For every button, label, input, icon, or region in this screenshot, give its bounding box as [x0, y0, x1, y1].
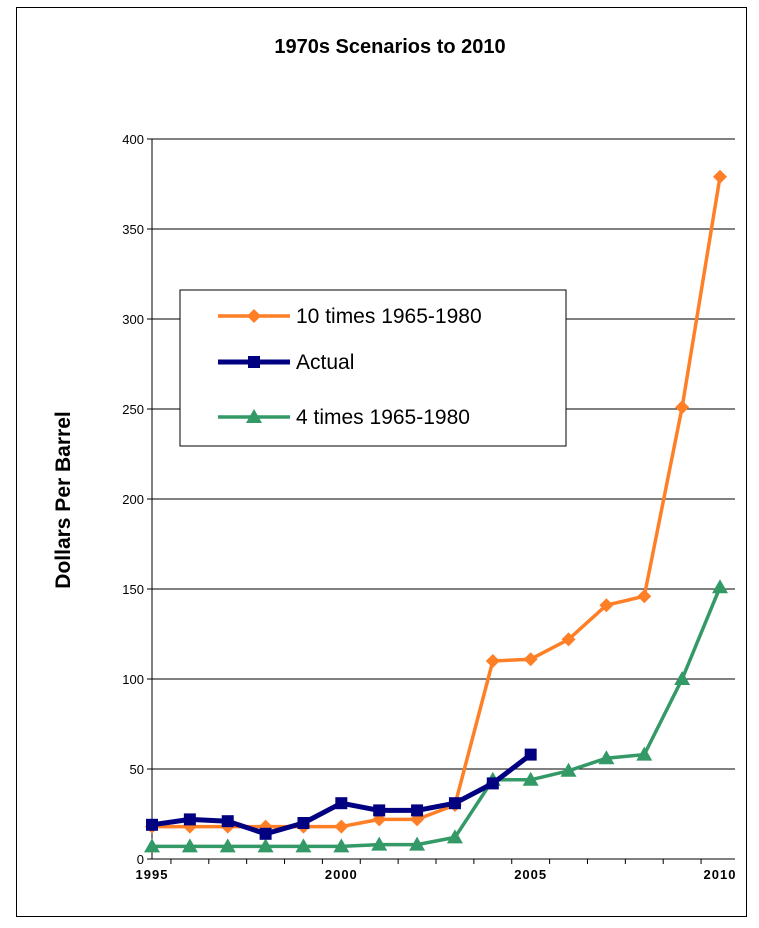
data-point [713, 169, 727, 184]
x-tick-label-2010: 2010 [704, 867, 737, 882]
data-point [636, 746, 653, 761]
x-tick-label-1995: 1995 [136, 867, 169, 882]
data-point [334, 819, 349, 834]
data-point [373, 804, 386, 817]
chart-title: 1970s Scenarios to 2010 [274, 36, 505, 58]
data-point [411, 804, 424, 817]
legend-item: 4 times 1965-1980 [218, 406, 470, 429]
legend-marker [246, 409, 262, 423]
data-point [712, 579, 728, 594]
x-tick-label-2005: 2005 [514, 867, 547, 882]
data-point [371, 836, 388, 851]
data-point [522, 771, 539, 786]
legend-label: 10 times 1965-1980 [296, 305, 482, 328]
data-point [183, 813, 196, 826]
y-tick-label-200: 200 [122, 492, 144, 507]
data-point [295, 838, 312, 853]
y-tick-label-350: 350 [122, 222, 144, 237]
series-line [152, 176, 722, 829]
y-tick-label-100: 100 [122, 672, 144, 687]
legend-marker [247, 309, 261, 323]
data-point [524, 748, 537, 761]
data-point [675, 400, 690, 415]
data-point [257, 838, 274, 853]
data-point [146, 818, 158, 831]
x-tick-label-2000: 2000 [325, 867, 358, 882]
legend-label: Actual [296, 351, 354, 374]
series-layer [144, 169, 728, 853]
data-point [446, 829, 463, 844]
data-point [219, 838, 236, 853]
legend-marker [248, 356, 260, 368]
y-tick-label-150: 150 [122, 582, 144, 597]
legend: 10 times 1965-1980 Actual 4 times 1965-198… [179, 289, 567, 447]
y-tick-label-300: 300 [122, 312, 144, 327]
y-tick-label-250: 250 [122, 402, 144, 417]
y-axis-label: Dollars Per Barrel [52, 411, 75, 588]
legend-label: 4 times 1965-1980 [296, 406, 470, 429]
data-point [448, 797, 461, 810]
y-tick-label-400: 400 [122, 132, 144, 147]
data-point [486, 777, 499, 790]
data-point [221, 815, 234, 828]
data-point [297, 817, 310, 829]
data-point [637, 589, 652, 604]
data-point [144, 838, 160, 853]
data-point [333, 838, 350, 853]
data-point [598, 750, 615, 765]
data-point [599, 598, 614, 613]
data-point [335, 797, 348, 810]
data-point [674, 671, 691, 685]
series-4-times-1965-1980 [144, 579, 728, 853]
data-point [485, 654, 500, 668]
series-10-times-1965-1980 [145, 169, 727, 834]
data-point [259, 827, 272, 840]
y-tick-label-50: 50 [130, 762, 144, 777]
gridlines [152, 138, 735, 770]
data-point [560, 762, 577, 777]
chart-frame [16, 7, 747, 917]
data-point [561, 632, 576, 647]
axes: 0 50 100 150 200 250 300 350 400 1995 2000 2005 2010 [122, 132, 737, 882]
data-point [409, 836, 426, 851]
data-point [523, 652, 538, 667]
legend-item: Actual [218, 351, 354, 374]
series-line [152, 586, 722, 849]
legend-item: 10 times 1965-1980 [218, 305, 482, 328]
data-point [181, 838, 198, 853]
series-actual [146, 748, 537, 840]
y-tick-label-0: 0 [137, 852, 144, 867]
